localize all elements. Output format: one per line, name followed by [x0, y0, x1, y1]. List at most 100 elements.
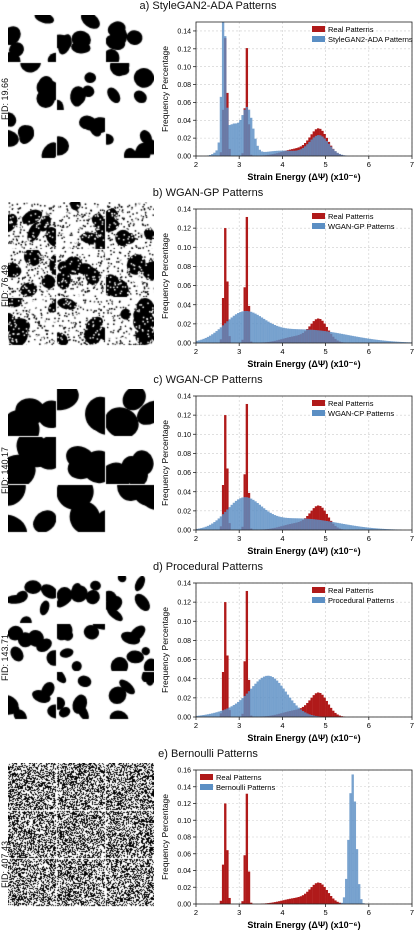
x-tick-label: 5 [324, 534, 328, 543]
histogram-bar [234, 500, 238, 530]
histogram-bar [217, 518, 220, 530]
histogram-bar [327, 331, 331, 343]
histogram-bar [329, 331, 333, 343]
histogram-bar [299, 709, 303, 717]
histogram-bar [368, 527, 372, 530]
histogram-bar [230, 317, 233, 343]
histogram-bar [247, 311, 251, 343]
histogram-bar [379, 340, 382, 343]
histogram-bar [208, 524, 212, 530]
legend-label: Real Patterns [328, 25, 374, 34]
histogram-bar [230, 706, 233, 717]
histogram-bar [306, 518, 309, 530]
histogram-bar [275, 150, 279, 156]
histogram-bar [340, 154, 344, 156]
histogram-bar [278, 150, 281, 156]
histogram-bar [310, 887, 313, 904]
x-tick-label: 3 [237, 534, 241, 543]
histogram-bar [215, 520, 218, 530]
histogram-bar [336, 333, 339, 343]
histogram-bar [282, 688, 285, 717]
histogram-bar [254, 313, 257, 343]
histogram-bar [334, 332, 337, 343]
histogram-bar [377, 528, 380, 530]
y-tick-label: 0.12 [177, 226, 191, 233]
histogram-bar [224, 415, 227, 530]
histogram-bar [211, 154, 214, 156]
y-tick-label: 0.14 [177, 29, 191, 36]
histogram-bar [386, 340, 389, 343]
histogram-bar [332, 332, 335, 343]
histogram-bar [202, 715, 205, 717]
histogram-bar [273, 902, 277, 904]
histogram-bar [312, 508, 315, 530]
histogram-bar [316, 882, 320, 904]
x-axis-label: Strain Energy (ΔΨ) (x10⁻⁶) [247, 733, 360, 743]
y-tick-label: 0.12 [177, 600, 191, 607]
histogram-bar [226, 107, 229, 156]
y-tick-label: 0.02 [177, 321, 191, 328]
histogram-bar [269, 322, 272, 343]
histogram-bar [206, 525, 210, 530]
histogram-bar [252, 686, 255, 717]
histogram-bar [362, 337, 365, 343]
histogram-bar [334, 151, 337, 156]
y-tick-label: 0.06 [177, 851, 191, 858]
histogram-bar [327, 893, 331, 904]
histogram-bar [224, 323, 227, 343]
series-generated [196, 675, 322, 717]
histogram-bar [221, 484, 225, 530]
x-tick-label: 3 [237, 160, 241, 169]
histogram-bar [196, 340, 199, 343]
histogram-bar [239, 312, 242, 343]
histogram-bar [304, 705, 307, 717]
histogram-bar [208, 713, 212, 717]
histogram-bar [297, 518, 300, 530]
histogram-bar [275, 325, 279, 343]
histogram-bar [295, 705, 298, 717]
histogram-chart: 2 3 4 5 6 7 0.00 0.02 0.04 0.06 0.08 0.10 0.12 0.14 St… [160, 394, 414, 556]
histogram-bar [310, 139, 313, 156]
histogram-bar [316, 519, 320, 530]
histogram-bar [217, 711, 220, 717]
histogram-bar [321, 520, 324, 530]
histogram-bar [204, 714, 207, 717]
x-tick-label: 7 [410, 721, 414, 730]
histogram-bar [273, 150, 277, 156]
y-tick-label: 0.00 [177, 528, 191, 535]
series-generated [196, 497, 402, 530]
x-tick-label: 3 [237, 347, 241, 356]
histogram-bar [247, 691, 251, 717]
histogram-bar [273, 515, 277, 530]
histogram-bar [213, 332, 216, 343]
histogram-bar [271, 514, 274, 530]
histogram-bar [338, 333, 341, 343]
x-tick-label: 7 [410, 908, 414, 917]
histogram-bar [260, 317, 264, 343]
histogram-bar [340, 902, 344, 904]
histogram-bar [221, 671, 225, 717]
x-tick-label: 3 [237, 721, 241, 730]
x-tick-label: 6 [367, 534, 371, 543]
histogram-bar [362, 527, 365, 530]
histogram-bar [269, 676, 272, 717]
histogram-bar [396, 341, 400, 343]
histogram-bar [288, 150, 292, 156]
y-tick-label: 0.00 [177, 341, 191, 348]
histogram-bar [293, 897, 296, 904]
histogram-bar [202, 338, 205, 343]
y-tick-label: 0.12 [177, 46, 191, 53]
histogram-bar [314, 715, 318, 717]
histogram-bar [221, 864, 225, 904]
histogram-bar [221, 514, 225, 530]
histogram-bar [211, 334, 214, 343]
histogram-bar [358, 337, 361, 343]
legend-swatch [312, 26, 325, 32]
histogram-bar [241, 497, 244, 530]
histogram-bar [299, 149, 303, 156]
histogram-chart: 2 3 4 5 6 7 0.00 0.02 0.04 0.06 0.08 0.10 0.12 0.14 St… [160, 21, 414, 182]
y-tick-label: 0.02 [177, 136, 191, 143]
histogram-bar [241, 901, 244, 904]
legend-swatch [312, 400, 325, 406]
y-axis-label: Frequency Percentage [160, 794, 170, 880]
